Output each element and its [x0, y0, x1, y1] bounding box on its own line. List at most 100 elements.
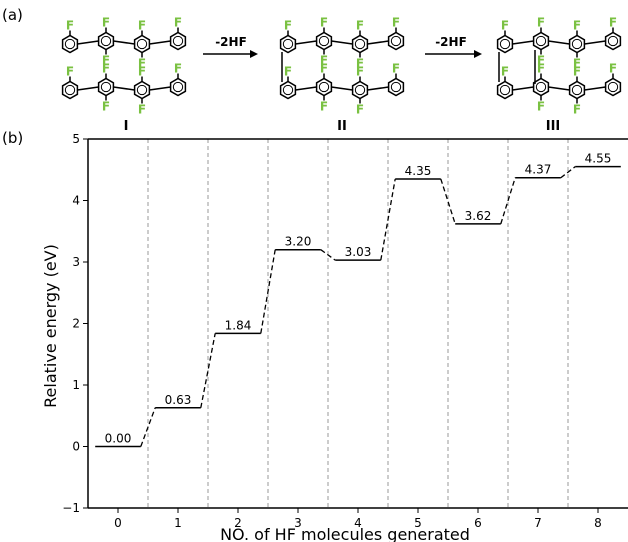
y-tick-label: 1	[72, 378, 80, 392]
benzene-ring	[353, 36, 368, 53]
data-label: 1.84	[225, 318, 252, 332]
y-tick-label: 0	[72, 440, 80, 454]
fluorine-atom-label: F	[537, 100, 545, 114]
fluorine-atom-label: F	[501, 19, 509, 33]
level-connector	[261, 250, 275, 334]
fluorine-atom-label: F	[320, 62, 328, 76]
x-tick-label: 8	[594, 516, 602, 530]
data-label: 3.20	[285, 235, 312, 249]
bond	[548, 87, 569, 90]
aromatic-circle	[500, 85, 509, 94]
fluorine-atom-label: F	[573, 19, 581, 33]
value-labels: 0.000.631.843.203.034.353.624.374.55	[105, 152, 612, 446]
aromatic-circle	[101, 82, 110, 91]
data-label: 0.63	[165, 393, 192, 407]
aromatic-circle	[283, 39, 292, 48]
benzene-ring	[498, 36, 513, 53]
arrow-1: -2HF	[203, 35, 258, 58]
data-label: 4.37	[525, 163, 552, 177]
aromatic-circle	[391, 82, 400, 91]
fluorine-atom-label: F	[102, 62, 110, 76]
fluorine-atom-label: F	[537, 16, 545, 30]
aromatic-circle	[283, 85, 292, 94]
level-connectors	[141, 167, 575, 447]
aromatic-circle	[608, 36, 617, 45]
aromatic-circle	[65, 39, 74, 48]
aromatic-circle	[65, 85, 74, 94]
fluorine-atom-label: F	[356, 103, 364, 117]
panel-a-label: (a)	[2, 6, 23, 24]
fluorine-atom-label: F	[66, 19, 74, 33]
benzene-ring	[606, 33, 621, 50]
fluorine-atom-label: F	[138, 103, 146, 117]
aromatic-circle	[173, 82, 182, 91]
aromatic-circle	[355, 85, 364, 94]
fluorine-atom-label: F	[537, 62, 545, 76]
bond	[149, 41, 170, 44]
arrow-2: -2HF	[425, 35, 482, 58]
bond	[367, 87, 388, 90]
axes	[88, 139, 628, 508]
fluorine-atom-label: F	[609, 16, 617, 30]
benzene-ring	[389, 79, 404, 96]
aromatic-circle	[319, 82, 328, 91]
fluorine-atom-label: F	[138, 19, 146, 33]
benzene-ring	[171, 33, 186, 50]
benzene-ring	[99, 79, 114, 96]
benzene-ring	[317, 79, 332, 96]
bond	[113, 41, 134, 44]
aromatic-circle	[572, 39, 581, 48]
fluorine-atom-label: F	[356, 19, 364, 33]
aromatic-circle	[173, 36, 182, 45]
bond	[331, 87, 352, 90]
benzene-ring	[63, 36, 78, 53]
benzene-ring	[570, 82, 585, 99]
aromatic-circle	[536, 36, 545, 45]
aromatic-circle	[391, 36, 400, 45]
y-tick-label: 5	[72, 132, 80, 146]
fluorine-atom-label: F	[174, 16, 182, 30]
benzene-ring	[570, 36, 585, 53]
benzene-ring	[317, 33, 332, 50]
benzene-ring	[63, 82, 78, 99]
bond	[331, 41, 352, 44]
aromatic-circle	[355, 39, 364, 48]
benzene-ring	[99, 33, 114, 50]
bond	[512, 87, 533, 90]
data-label: 3.62	[465, 209, 492, 223]
fluorine-atom-label: F	[501, 65, 509, 79]
y-ticks: −1 0 1 2 3 4 5	[62, 132, 88, 515]
data-label: 3.03	[345, 245, 372, 259]
arrow-2-label: -2HF	[435, 35, 467, 49]
fluorine-atom-label: F	[102, 16, 110, 30]
x-tick-label: 0	[114, 516, 122, 530]
bond	[548, 41, 569, 44]
arrow-1-label: -2HF	[215, 35, 247, 49]
fluorine-atom-label: F	[392, 62, 400, 76]
fluorine-atom-label: F	[284, 65, 292, 79]
fluorine-atom-label: F	[320, 100, 328, 114]
aromatic-circle	[500, 39, 509, 48]
data-label: 0.00	[105, 432, 132, 446]
y-tick-label: −1	[62, 501, 80, 515]
y-tick-label: 4	[72, 194, 80, 208]
bond	[295, 41, 316, 44]
bond	[77, 87, 98, 90]
aromatic-circle	[137, 85, 146, 94]
benzene-ring	[281, 82, 296, 99]
structure-label-II: II	[337, 119, 347, 134]
benzene-ring	[606, 79, 621, 96]
benzene-ring	[353, 82, 368, 99]
y-tick-label: 3	[72, 255, 80, 269]
benzene-ring	[534, 79, 549, 96]
structure-label-III: III	[546, 119, 561, 134]
aromatic-circle	[319, 36, 328, 45]
x-axis-title: NO. of HF molecules generated	[220, 525, 470, 542]
fluorine-atom-label: F	[392, 16, 400, 30]
grid-lines	[148, 139, 568, 508]
y-axis-title: Relative energy (eV)	[41, 244, 60, 408]
fluorine-atom-label: F	[138, 65, 146, 79]
x-tick-label: 1	[174, 516, 182, 530]
